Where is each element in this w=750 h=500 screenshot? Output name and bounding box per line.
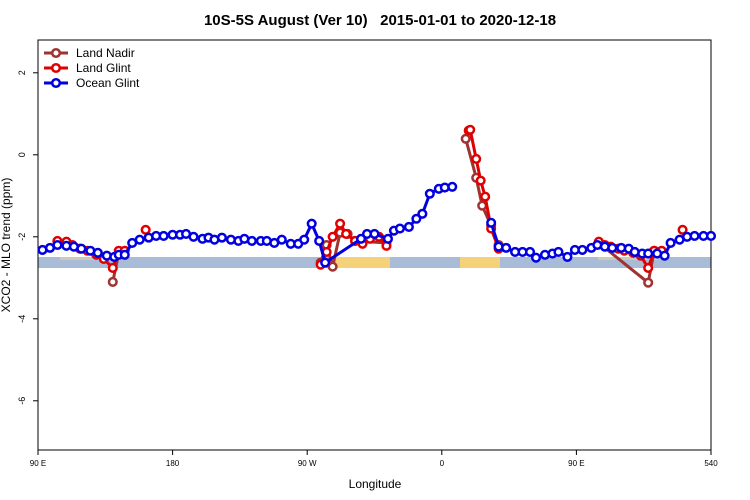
y-tick-label: -2: [17, 233, 27, 241]
point: [643, 262, 654, 274]
point: [705, 230, 717, 242]
point: [134, 234, 145, 245]
point: [355, 233, 367, 244]
point: [417, 208, 428, 219]
point: [465, 124, 476, 135]
x-tick-label: 90 E: [30, 459, 46, 468]
point: [471, 153, 482, 164]
legend-label: Land Glint: [76, 61, 131, 75]
point: [403, 221, 414, 233]
point: [501, 242, 512, 253]
point: [306, 218, 317, 229]
legend-label: Land Nadir: [76, 46, 135, 60]
point: [314, 235, 325, 246]
point: [158, 230, 169, 242]
x-tick-label: 540: [704, 459, 718, 468]
point: [689, 230, 700, 242]
x-tick-label: 180: [166, 459, 180, 468]
point: [327, 261, 338, 272]
map-strip: [38, 257, 711, 268]
point: [119, 249, 130, 260]
point: [486, 217, 497, 228]
point: [424, 188, 435, 199]
point: [341, 228, 352, 239]
point: [246, 235, 257, 246]
point: [659, 250, 670, 261]
point: [607, 242, 618, 253]
point: [335, 218, 346, 229]
x-tick-label: 90 W: [298, 459, 317, 468]
point: [188, 231, 199, 242]
point: [677, 224, 688, 235]
point: [52, 239, 63, 251]
point: [411, 213, 422, 224]
y-axis-label: XCO2 - MLO trend (ppm): [0, 178, 13, 313]
point: [107, 262, 118, 274]
legend-label: Ocean Glint: [76, 76, 140, 90]
y-tick-label: 2: [17, 70, 27, 75]
plot-frame: [37, 39, 712, 451]
x-tick-label: 0: [440, 459, 445, 468]
y-tick-label: 0: [17, 152, 27, 157]
legend-marker: [50, 77, 62, 89]
y-tick-label: -4: [17, 315, 27, 323]
point: [562, 251, 573, 262]
point: [382, 233, 394, 244]
point: [524, 246, 536, 258]
x-axis-label: Longitude: [349, 477, 402, 491]
point: [216, 232, 228, 243]
point: [92, 247, 103, 258]
point: [369, 228, 380, 239]
point: [447, 181, 458, 192]
series: [37, 181, 717, 268]
point: [665, 237, 676, 248]
x-tick-label: 90 E: [568, 459, 584, 468]
point: [475, 175, 486, 186]
point: [460, 133, 471, 144]
point: [553, 246, 564, 258]
point: [276, 234, 287, 245]
series: [54, 126, 687, 272]
point: [76, 243, 87, 254]
point: [577, 244, 588, 255]
point: [643, 248, 654, 259]
legend-marker: [50, 47, 62, 59]
y-tick-label: -6: [17, 397, 27, 405]
point: [299, 234, 310, 245]
point: [477, 200, 488, 211]
point: [320, 257, 331, 268]
point: [394, 223, 405, 234]
legend-marker: [50, 62, 62, 74]
point: [327, 231, 338, 242]
point: [480, 191, 491, 202]
point: [530, 252, 542, 263]
chart-title: 10S-5S August (Ver 10) 2015-01-01 to 202…: [204, 12, 556, 29]
point: [643, 277, 654, 288]
point: [140, 224, 151, 235]
point: [107, 276, 118, 287]
